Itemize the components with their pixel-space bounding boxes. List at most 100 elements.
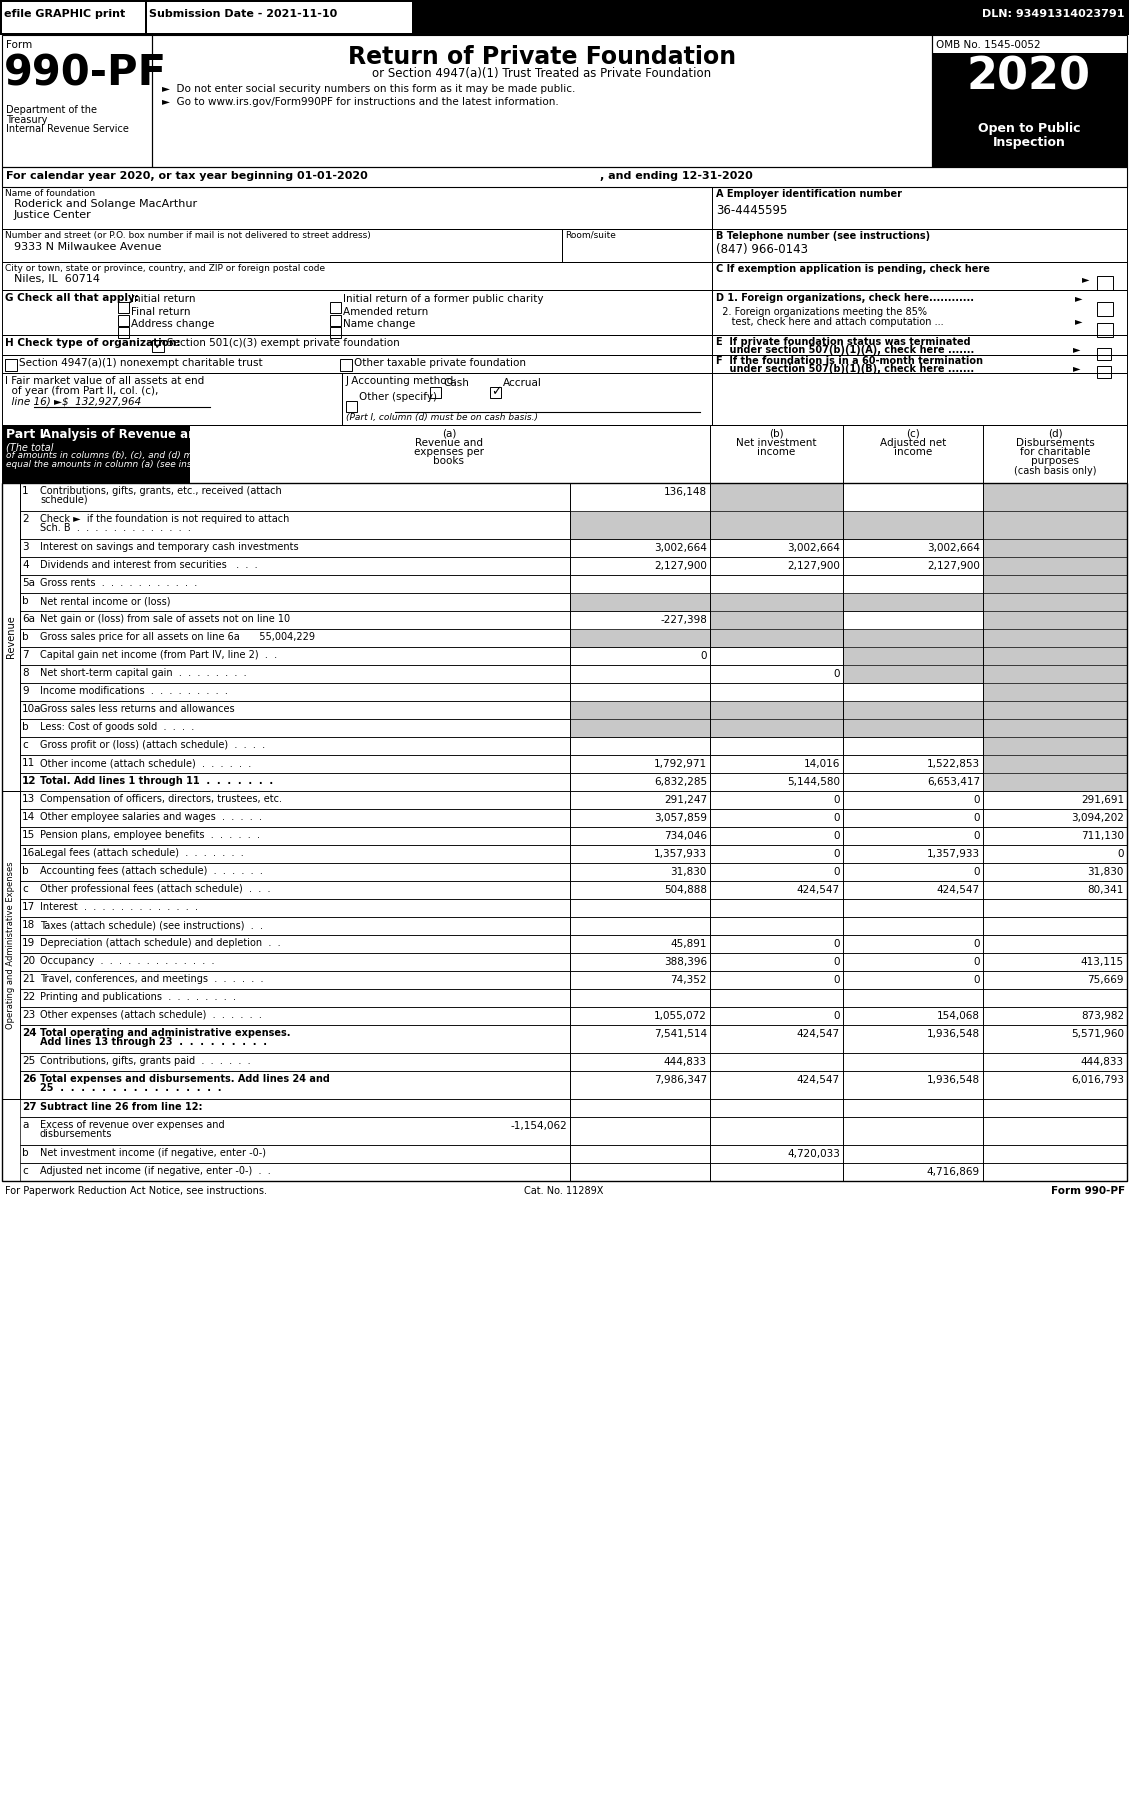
- Text: -227,398: -227,398: [660, 615, 707, 626]
- Text: for charitable: for charitable: [1019, 448, 1091, 457]
- Text: 0: 0: [833, 957, 840, 967]
- Bar: [710, 593, 843, 611]
- Bar: [1097, 302, 1113, 316]
- Text: Initial return of a former public charity: Initial return of a former public charit…: [343, 295, 543, 304]
- Bar: [983, 629, 1127, 647]
- Bar: [843, 701, 983, 719]
- Bar: [712, 187, 1127, 228]
- Bar: [843, 647, 983, 665]
- Bar: [933, 34, 1127, 167]
- Bar: [20, 953, 1127, 971]
- Text: 0: 0: [833, 669, 840, 680]
- Text: 0: 0: [833, 849, 840, 859]
- Text: 36-4445595: 36-4445595: [716, 203, 787, 218]
- Bar: [2, 34, 152, 167]
- Text: 1,936,548: 1,936,548: [927, 1075, 980, 1084]
- Text: Treasury: Treasury: [6, 115, 47, 126]
- Text: J Accounting method:: J Accounting method:: [345, 376, 458, 387]
- Text: Other expenses (attach schedule)  .  .  .  .  .  .: Other expenses (attach schedule) . . . .…: [40, 1010, 262, 1019]
- Bar: [330, 315, 341, 325]
- Text: For calendar year 2020, or tax year beginning 01-01-2020: For calendar year 2020, or tax year begi…: [6, 171, 368, 182]
- Bar: [20, 935, 1127, 953]
- Text: (c): (c): [907, 428, 920, 439]
- Text: 8: 8: [21, 669, 28, 678]
- Text: income: income: [894, 448, 933, 457]
- Bar: [1097, 277, 1113, 289]
- Bar: [20, 899, 1127, 917]
- Text: 14: 14: [21, 813, 35, 822]
- Text: Department of the: Department of the: [6, 104, 97, 115]
- Bar: [843, 665, 983, 683]
- Text: Income modifications  .  .  .  .  .  .  .  .  .: Income modifications . . . . . . . . .: [40, 687, 228, 696]
- Bar: [983, 755, 1127, 773]
- Text: 80,341: 80,341: [1087, 885, 1124, 895]
- Text: For Paperwork Reduction Act Notice, see instructions.: For Paperwork Reduction Act Notice, see …: [5, 1187, 266, 1196]
- Text: 11: 11: [21, 759, 35, 768]
- Text: 1,522,853: 1,522,853: [927, 759, 980, 770]
- Text: , and ending 12-31-2020: , and ending 12-31-2020: [599, 171, 753, 182]
- Text: 17: 17: [21, 903, 35, 912]
- Bar: [20, 683, 1127, 701]
- Text: 74,352: 74,352: [671, 975, 707, 985]
- Bar: [20, 1099, 1127, 1117]
- Bar: [1097, 349, 1111, 360]
- Bar: [2, 354, 712, 372]
- Bar: [189, 424, 1127, 484]
- Bar: [1097, 367, 1111, 378]
- Bar: [712, 289, 1127, 334]
- Bar: [20, 629, 1127, 647]
- Bar: [983, 575, 1127, 593]
- Bar: [119, 327, 129, 338]
- Text: City or town, state or province, country, and ZIP or foreign postal code: City or town, state or province, country…: [5, 264, 325, 273]
- Bar: [843, 511, 983, 539]
- Text: equal the amounts in column (a) (see instructions).): equal the amounts in column (a) (see ins…: [6, 460, 242, 469]
- Bar: [562, 228, 712, 263]
- Text: 3,002,664: 3,002,664: [787, 543, 840, 554]
- Text: 6,653,417: 6,653,417: [927, 777, 980, 788]
- Text: under section 507(b)(1)(A), check here .......: under section 507(b)(1)(A), check here .…: [716, 345, 974, 354]
- Text: E  If private foundation status was terminated: E If private foundation status was termi…: [716, 336, 971, 347]
- Text: 3,094,202: 3,094,202: [1071, 813, 1124, 823]
- Text: 22: 22: [21, 992, 35, 1001]
- Text: 23: 23: [21, 1010, 35, 1019]
- Bar: [20, 1145, 1127, 1163]
- Bar: [152, 34, 933, 167]
- Text: D 1. Foreign organizations, check here............: D 1. Foreign organizations, check here..…: [716, 293, 974, 304]
- Bar: [570, 629, 710, 647]
- Text: Total operating and administrative expenses.: Total operating and administrative expen…: [40, 1028, 290, 1037]
- Text: 424,547: 424,547: [937, 885, 980, 895]
- Text: Travel, conferences, and meetings  .  .  .  .  .  .: Travel, conferences, and meetings . . . …: [40, 975, 263, 984]
- Text: 4,716,869: 4,716,869: [927, 1167, 980, 1178]
- Text: or Section 4947(a)(1) Trust Treated as Private Foundation: or Section 4947(a)(1) Trust Treated as P…: [373, 67, 711, 79]
- Text: 0: 0: [973, 831, 980, 841]
- Text: 291,691: 291,691: [1080, 795, 1124, 806]
- Bar: [119, 315, 129, 325]
- Bar: [340, 360, 352, 370]
- Text: ✓: ✓: [154, 340, 164, 352]
- Text: 3,002,664: 3,002,664: [927, 543, 980, 554]
- Text: Printing and publications  .  .  .  .  .  .  .  .: Printing and publications . . . . . . . …: [40, 992, 236, 1001]
- Text: Other employee salaries and wages  .  .  .  .  .: Other employee salaries and wages . . . …: [40, 813, 262, 822]
- Bar: [2, 484, 1127, 1181]
- Text: Form: Form: [6, 40, 33, 50]
- Text: 444,833: 444,833: [664, 1057, 707, 1066]
- Text: Roderick and Solange MacArthur: Roderick and Solange MacArthur: [14, 200, 198, 209]
- Bar: [570, 511, 710, 539]
- Text: 4,720,033: 4,720,033: [787, 1149, 840, 1160]
- Text: Room/suite: Room/suite: [564, 230, 616, 239]
- Bar: [20, 1054, 1127, 1072]
- Text: 424,547: 424,547: [797, 1075, 840, 1084]
- Text: 26: 26: [21, 1073, 36, 1084]
- Bar: [430, 387, 441, 397]
- Bar: [983, 701, 1127, 719]
- Bar: [20, 575, 1127, 593]
- Text: Pension plans, employee benefits  .  .  .  .  .  .: Pension plans, employee benefits . . . .…: [40, 831, 260, 840]
- Text: 5a: 5a: [21, 577, 35, 588]
- Text: ►  Go to www.irs.gov/Form990PF for instructions and the latest information.: ► Go to www.irs.gov/Form990PF for instru…: [161, 97, 559, 108]
- Text: Net short-term capital gain  .  .  .  .  .  .  .  .: Net short-term capital gain . . . . . . …: [40, 669, 246, 678]
- Text: C If exemption application is pending, check here: C If exemption application is pending, c…: [716, 264, 990, 273]
- Text: 2,127,900: 2,127,900: [787, 561, 840, 572]
- Text: 6,016,793: 6,016,793: [1071, 1075, 1124, 1084]
- Text: 1,792,971: 1,792,971: [654, 759, 707, 770]
- Bar: [20, 881, 1127, 899]
